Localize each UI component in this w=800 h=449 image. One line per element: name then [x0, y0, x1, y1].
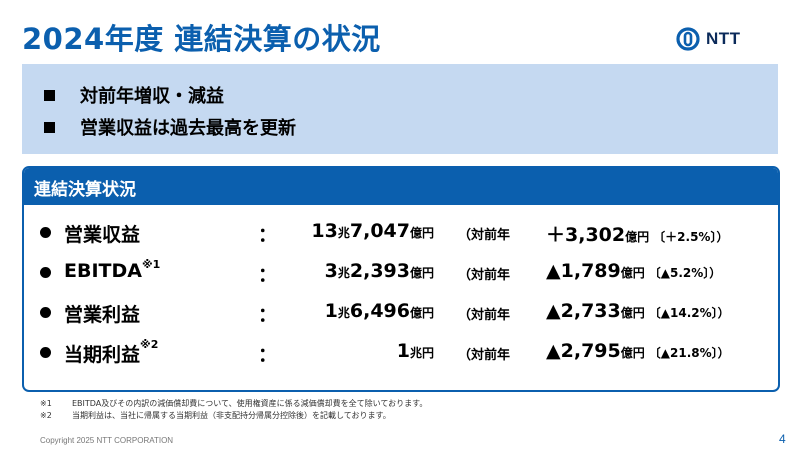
panel-header: 連結決算状況: [24, 168, 778, 205]
square-bullet-icon: [44, 121, 55, 133]
page-title: 2024年度 連結決算の状況: [22, 22, 381, 56]
consolidated-results-panel: 連結決算状況 営業収益 ： 13 兆 7,047 億円 （対前年 ＋ 3,302 億円 …: [22, 166, 780, 392]
summary-point: 営業収益は過去最高を更新: [44, 114, 296, 140]
panel-title: 連結決算状況: [34, 180, 136, 200]
results-row-net-profit: 当期利益※2 ： 1 兆円 （対前年 ▲ 2,795 億円 〔▲21.8%〕）: [24, 338, 778, 368]
summary-point: 対前年増収・減益: [44, 82, 224, 108]
row-prev-year-label: （対前年: [458, 228, 511, 243]
round-bullet-icon: [40, 347, 51, 358]
row-change-pct: 〔▲5.2%〕）: [648, 266, 722, 280]
row-colon: ：: [258, 224, 278, 246]
row-change-pct: 〔▲14.2%〕）: [648, 306, 730, 320]
logo-text: NTT: [706, 29, 741, 48]
round-bullet-icon: [40, 307, 51, 318]
footnote: ※2 当期利益は、当社に帰属する当期利益（非支配持分帰属分控除後）を記載しておりま…: [40, 411, 391, 420]
row-prev-year-label: （対前年: [458, 268, 511, 283]
row-colon: ：: [258, 264, 278, 286]
row-prev-year-label: （対前年: [458, 348, 511, 363]
row-change: ▲ 2,733 億円 〔▲14.2%〕）: [546, 300, 730, 322]
summary-point-text: 営業収益は過去最高を更新: [80, 118, 296, 139]
footnote: ※1 EBITDA及びその内訳の減価償却費について、使用権資産に係る減価償却費を全…: [40, 399, 428, 408]
row-label: 当期利益※2: [64, 338, 159, 366]
row-change-pct: 〔▲21.8%〕）: [648, 346, 730, 360]
row-change-pct: 〔＋2.5%〕）: [653, 230, 729, 244]
row-amount: 1 兆円: [396, 340, 434, 362]
row-label: EBITDA※1: [64, 258, 161, 282]
results-row-operating-revenue: 営業収益 ： 13 兆 7,047 億円 （対前年 ＋ 3,302 億円 〔＋2.5%〕…: [24, 218, 778, 248]
row-change: ▲ 1,789 億円 〔▲5.2%〕）: [546, 260, 722, 282]
row-colon: ：: [258, 344, 278, 366]
ntt-logo: NTT: [676, 26, 741, 52]
round-bullet-icon: [40, 227, 51, 238]
summary-box: 対前年増収・減益 営業収益は過去最高を更新: [22, 64, 778, 154]
row-amount: 13 兆 7,047 億円: [311, 220, 434, 242]
row-colon: ：: [258, 304, 278, 326]
round-bullet-icon: [40, 267, 51, 278]
footnotes: ※1 EBITDA及びその内訳の減価償却費について、使用権資産に係る減価償却費を全…: [40, 398, 427, 422]
row-change: ▲ 2,795 億円 〔▲21.8%〕）: [546, 340, 730, 362]
square-bullet-icon: [44, 89, 55, 101]
copyright: Copyright 2025 NTT CORPORATION: [40, 436, 174, 445]
ntt-logo-icon: [676, 27, 700, 51]
row-change: ＋ 3,302 億円 〔＋2.5%〕）: [546, 224, 729, 246]
page-number: 4: [779, 432, 786, 446]
row-prev-year-label: （対前年: [458, 308, 511, 323]
row-label: 営業収益: [64, 224, 141, 246]
row-label: 営業利益: [64, 304, 141, 326]
summary-point-text: 対前年増収・減益: [80, 86, 224, 107]
